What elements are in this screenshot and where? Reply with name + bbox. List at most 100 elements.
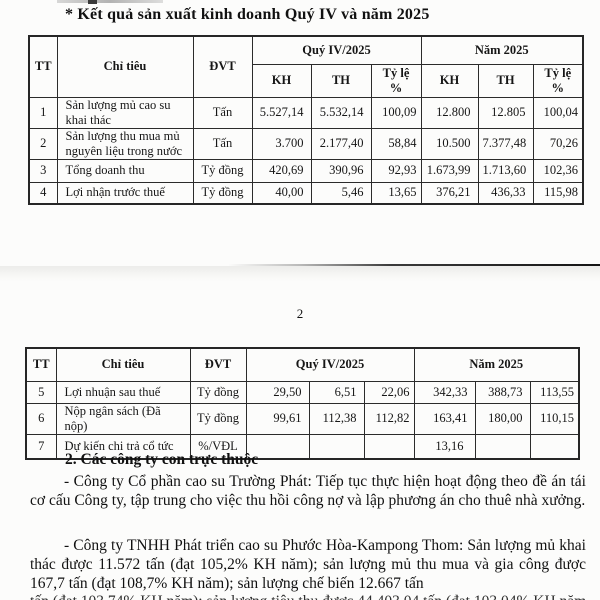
- col-header-chi-tieu: Chỉ tiêu: [55, 347, 191, 382]
- cropped-text-fragment-dot: [88, 0, 97, 4]
- cell-dvt: Tỷ đồng: [189, 380, 247, 404]
- cell-q-kh: 29,50: [245, 380, 310, 404]
- table-row: 4 Lợi nhận trước thuế Tỷ đồng 40,00 5,46…: [28, 181, 584, 205]
- cropped-text-fragment: [57, 0, 163, 3]
- col-header-quarter-group: Quý IV/2025: [245, 347, 415, 382]
- col-header-dvt: ĐVT: [192, 35, 253, 98]
- cell-q-kh: 40,00: [251, 181, 312, 205]
- page-separator-band: [0, 266, 600, 282]
- cell-q-kh: 420,69: [251, 158, 312, 183]
- cell-q-tyle: 58,84: [370, 127, 422, 160]
- cell-q-kh: 3.700: [251, 127, 312, 160]
- col-header-q-th: TH: [310, 63, 372, 98]
- table-row: 3 Tổng doanh thu Tỷ đồng 420,69 390,96 9…: [28, 158, 584, 183]
- table-header-row: TT Chỉ tiêu ĐVT Quý IV/2025 Năm 2025: [25, 347, 580, 382]
- table-header-group-row: TT Chỉ tiêu ĐVT Quý IV/2025 Năm 2025: [28, 35, 584, 98]
- cell-dvt: %/VĐL: [189, 433, 247, 460]
- cell-q-th: 5.532,14: [310, 96, 372, 129]
- cell-n-tyle: 115,98: [532, 181, 584, 205]
- col-header-n-th: TH: [477, 63, 534, 98]
- col-header-n-kh: KH: [420, 63, 479, 98]
- col-header-n-tyle: Tỷ lệ %: [532, 63, 584, 98]
- cell-q-th: 390,96: [310, 158, 372, 183]
- col-header-tt: TT: [28, 35, 58, 98]
- body-paragraph: - Công ty TNHH Phát triển cao su Phước H…: [30, 537, 586, 592]
- cell-dvt: Tỷ đồng: [189, 402, 247, 435]
- cell-n-th: 7.377,48: [477, 127, 534, 160]
- cell-q-tyle: 100,09: [370, 96, 422, 129]
- cell-n-tyle: 100,04: [532, 96, 584, 129]
- cell-q-kh: 5.527,14: [251, 96, 312, 129]
- table-row: 1 Sản lượng mủ cao su khai thác Tấn 5.52…: [28, 96, 584, 129]
- cell-n-tyle: 110,15: [529, 402, 580, 435]
- cell-n-th: 1.713,60: [477, 158, 534, 183]
- col-header-q-kh: KH: [251, 63, 312, 98]
- cell-q-th: 5,46: [310, 181, 372, 205]
- col-header-q-tyle: Tỷ lệ %: [370, 63, 422, 98]
- cell-n-th: 180,00: [474, 402, 531, 435]
- cell-n-th: 388,73: [474, 380, 531, 404]
- table-row: 5 Lợi nhuận sau thuế Tỷ đồng 29,50 6,51 …: [25, 380, 580, 404]
- cell-chi-tieu: Lợi nhận trước thuế: [56, 181, 194, 205]
- table-row: 6 Nộp ngân sách (Đã nộp) Tỷ đồng 99,61 1…: [25, 402, 580, 435]
- cell-dvt: Tỷ đồng: [192, 158, 253, 183]
- cell-n-kh: 376,21: [420, 181, 479, 205]
- cell-n-th: 436,33: [477, 181, 534, 205]
- col-header-quarter-group: Quý IV/2025: [251, 35, 422, 65]
- cell-q-tyle: 22,06: [363, 380, 415, 404]
- cell-n-tyle: 70,26: [532, 127, 584, 160]
- cell-chi-tieu: Tổng doanh thu: [56, 158, 194, 183]
- cell-n-kh: 13,16: [413, 433, 476, 460]
- page-edge-shadow: [0, 264, 600, 266]
- cell-dvt: Tỷ đồng: [192, 181, 253, 205]
- col-header-tt: TT: [25, 347, 57, 382]
- cell-chi-tieu: Sản lượng thu mua mủ nguyên liệu trong n…: [56, 127, 194, 160]
- cell-dvt: Tấn: [192, 96, 253, 129]
- business-results-table-page1: TT Chỉ tiêu ĐVT Quý IV/2025 Năm 2025 KH …: [28, 35, 585, 205]
- cell-n-kh: 342,33: [413, 380, 476, 404]
- cell-n-kh: 10.500: [420, 127, 479, 160]
- cell-q-tyle: [363, 433, 415, 460]
- cell-n-tyle: 102,36: [532, 158, 584, 183]
- clipped-bottom-text-line: tấn (đạt 103,74% KH năm); sản lượng tiêu…: [30, 592, 586, 600]
- cell-n-th: [474, 433, 531, 460]
- cell-tt: 6: [25, 402, 57, 435]
- cell-n-tyle: 113,55: [529, 380, 580, 404]
- cell-n-th: 12.805: [477, 96, 534, 129]
- cell-n-kh: 12.800: [420, 96, 479, 129]
- cell-n-kh: 1.673,99: [420, 158, 479, 183]
- cell-tt: 7: [25, 433, 57, 460]
- cell-q-tyle: 13,65: [370, 181, 422, 205]
- cell-q-th: 2.177,40: [310, 127, 372, 160]
- cell-q-th: 112,38: [308, 402, 365, 435]
- col-header-chi-tieu: Chỉ tiêu: [56, 35, 194, 98]
- col-header-year-group: Năm 2025: [420, 35, 584, 65]
- table-row: 7 Dự kiến chi trả cổ tức %/VĐL 13,16: [25, 433, 580, 460]
- report-section-title: * Kết quả sản xuất kinh doanh Quý IV và …: [65, 6, 430, 23]
- cell-chi-tieu: Nộp ngân sách (Đã nộp): [55, 402, 191, 435]
- cell-q-tyle: 92,93: [370, 158, 422, 183]
- cell-dvt: Tấn: [192, 127, 253, 160]
- col-header-year-group: Năm 2025: [413, 347, 580, 382]
- cell-tt: 2: [28, 127, 58, 160]
- page-number: 2: [296, 306, 304, 321]
- table-header-sub-row: KH TH Tỷ lệ % KH TH Tỷ lệ %: [29, 63, 584, 98]
- cell-q-th: 6,51: [308, 380, 365, 404]
- cell-q-tyle: 112,82: [363, 402, 415, 435]
- cell-tt: 4: [28, 181, 58, 205]
- cell-q-th: [308, 433, 365, 460]
- table-row: 2 Sản lượng thu mua mủ nguyên liệu trong…: [28, 127, 584, 160]
- cell-q-kh: 99,61: [245, 402, 310, 435]
- cell-n-tyle: [529, 433, 580, 460]
- cell-tt: 3: [28, 158, 58, 183]
- business-results-table-page2: TT Chỉ tiêu ĐVT Quý IV/2025 Năm 2025 5 L…: [25, 347, 581, 460]
- clipped-text: tấn (đạt 103,74% KH năm); sản lượng tiêu…: [30, 592, 586, 600]
- cell-chi-tieu: Lợi nhuận sau thuế: [55, 380, 191, 404]
- cell-q-kh: [245, 433, 310, 460]
- cell-tt: 5: [25, 380, 57, 404]
- subsection-heading: 2. Các công ty con trực thuộc: [65, 451, 259, 468]
- body-paragraph: - Công ty Cổ phần cao su Trường Phát: Ti…: [30, 473, 586, 509]
- col-header-dvt: ĐVT: [189, 347, 247, 382]
- cell-n-kh: 163,41: [413, 402, 476, 435]
- cell-chi-tieu: Sản lượng mủ cao su khai thác: [56, 96, 194, 129]
